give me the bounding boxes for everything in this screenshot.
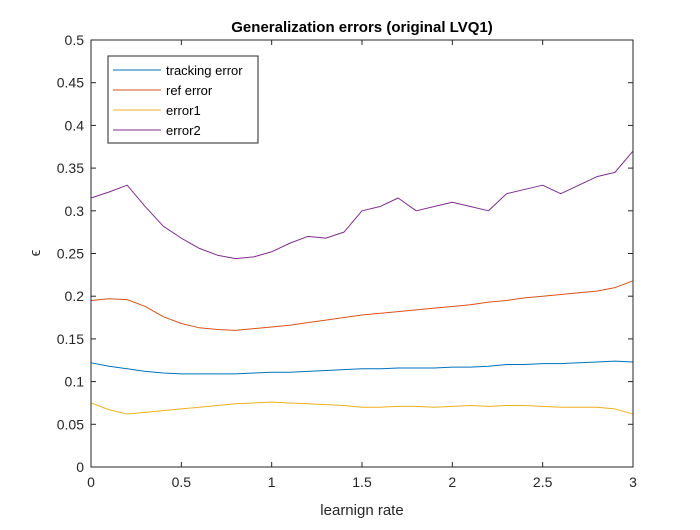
y-tick-label: 0.2 xyxy=(65,288,85,304)
y-tick-label: 0.05 xyxy=(57,416,84,432)
y-tick-label: 0.15 xyxy=(57,331,84,347)
x-tick-label: 0.5 xyxy=(172,474,192,490)
x-axis-label: learnign rate xyxy=(320,502,403,519)
x-tick-label: 1 xyxy=(268,474,276,490)
y-tick-label: 0.5 xyxy=(65,32,85,48)
series-line-tracking-error xyxy=(90,360,634,375)
y-tick-label: 0.4 xyxy=(65,117,85,133)
legend-label: ref error xyxy=(166,83,213,98)
x-tick-label: 3 xyxy=(629,474,637,490)
legend-label: error1 xyxy=(166,103,201,118)
series-line-ref-error xyxy=(90,280,634,331)
x-tick-label: 2 xyxy=(448,474,456,490)
series-line-error1 xyxy=(90,401,634,415)
axes-layer: 0 0.5 1 1.5 2 2.5 3 0 0.05 0.1 0.15 0.2 0.25 0.3 0.35 0… xyxy=(57,32,637,490)
series-line-error2 xyxy=(90,150,634,260)
chart-title: Generalization errors (original LVQ1) xyxy=(231,19,492,36)
legend-label: error2 xyxy=(166,123,201,138)
y-tick-label: 0.35 xyxy=(57,160,84,176)
y-tick-label: 0.3 xyxy=(65,203,85,219)
y-tick-label: 0.25 xyxy=(57,246,84,262)
y-tick-label: 0.45 xyxy=(57,75,84,91)
legend-label: tracking error xyxy=(166,63,243,78)
x-tick-label: 0 xyxy=(87,474,95,490)
legend: tracking error ref error error1 error2 xyxy=(107,55,259,144)
y-tick-label: 0 xyxy=(76,459,84,475)
x-tick-label: 2.5 xyxy=(533,474,553,490)
y-tick-label: 0.1 xyxy=(65,374,85,390)
series-layer xyxy=(90,150,634,415)
x-tick-label: 1.5 xyxy=(352,474,372,490)
y-axis-label: ϵ xyxy=(27,249,44,256)
